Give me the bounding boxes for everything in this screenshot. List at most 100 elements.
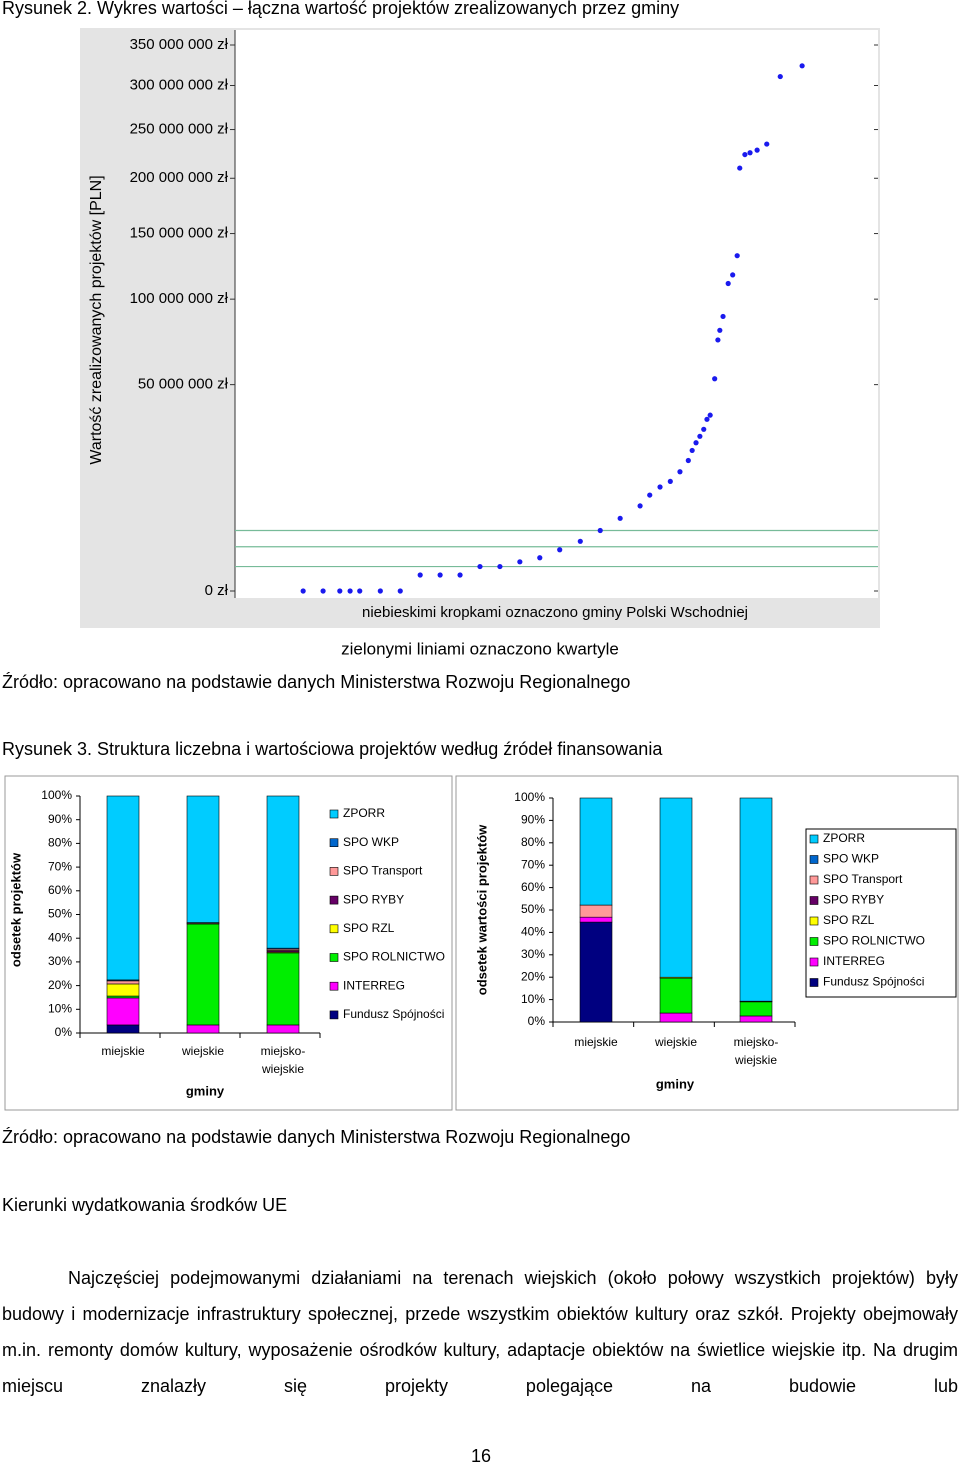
y-axis-label: Wartość zrealizowanych projektów [PLN] bbox=[88, 175, 105, 464]
legend-label: Fundusz Spójności bbox=[343, 1007, 444, 1021]
data-point bbox=[397, 588, 403, 594]
data-point bbox=[557, 547, 563, 553]
bar-segment bbox=[579, 916, 613, 923]
data-point bbox=[647, 492, 653, 498]
data-point bbox=[300, 588, 306, 594]
legend-swatch bbox=[809, 855, 819, 864]
data-point bbox=[777, 73, 783, 80]
figure-caption: Rysunek 3. Struktura liczebna i wartości… bbox=[2, 739, 663, 759]
data-point bbox=[497, 563, 503, 570]
y-tick-label: 50% bbox=[521, 902, 545, 916]
page-number: 16 bbox=[471, 1446, 491, 1465]
data-point bbox=[517, 559, 523, 565]
y-tick-label: 30% bbox=[48, 954, 72, 968]
data-point bbox=[537, 555, 543, 561]
source: Źródło: opracowano na podstawie danych M… bbox=[2, 1127, 630, 1147]
x-axis-label: gminy bbox=[656, 1076, 695, 1091]
y-tick-label: 50 000 000 zł bbox=[138, 376, 229, 393]
data-point bbox=[477, 563, 483, 570]
annotation: zielonymi liniami oznaczono kwartyle bbox=[341, 639, 619, 658]
data-point bbox=[577, 538, 583, 544]
legend-label: SPO ROLNICTWO bbox=[343, 950, 445, 964]
y-tick-label: 20% bbox=[48, 978, 72, 992]
x-tick-label: miejskie bbox=[574, 1035, 618, 1049]
legend-label: SPO RYBY bbox=[823, 893, 884, 907]
data-point bbox=[677, 469, 683, 475]
legend-swatch bbox=[809, 834, 819, 844]
data-point bbox=[707, 412, 713, 418]
y-tick-label: 20% bbox=[521, 969, 545, 983]
data-point bbox=[657, 484, 663, 490]
data-point bbox=[704, 416, 710, 422]
legend-swatch bbox=[329, 809, 339, 819]
data-point bbox=[747, 150, 753, 156]
legend-swatch bbox=[809, 937, 819, 946]
legend-frame bbox=[805, 828, 957, 998]
bar-segment bbox=[266, 952, 300, 1026]
bar-segment bbox=[106, 795, 140, 981]
data-point bbox=[337, 588, 343, 594]
legend-swatch bbox=[809, 957, 819, 967]
y-tick-label: 90% bbox=[521, 813, 545, 827]
bar-segment bbox=[186, 923, 220, 1026]
bar-segment bbox=[106, 1024, 140, 1034]
data-point bbox=[417, 572, 423, 578]
data-point bbox=[667, 478, 673, 485]
data-point bbox=[701, 426, 707, 432]
y-axis-label: odsetek wartości projektów bbox=[474, 824, 489, 995]
data-point bbox=[689, 447, 695, 454]
y-tick-label: 60% bbox=[48, 883, 72, 897]
y-tick-label: 80% bbox=[48, 836, 72, 850]
y-tick-label: 250 000 000 zł bbox=[130, 121, 229, 138]
bar-segment bbox=[186, 795, 220, 923]
bar-segment bbox=[106, 980, 140, 985]
data-point bbox=[637, 503, 643, 509]
bar-segment bbox=[186, 1024, 220, 1034]
legend-label: SPO RZL bbox=[343, 921, 395, 935]
data-point bbox=[685, 457, 691, 464]
y-tick-label: 200 000 000 zł bbox=[130, 169, 229, 186]
annotation: niebieskimi kropkami oznaczono gminy Pol… bbox=[362, 604, 748, 621]
y-tick-label: 10% bbox=[48, 1001, 72, 1015]
legend-label: SPO RZL bbox=[823, 913, 875, 927]
data-point bbox=[764, 141, 770, 147]
chart-frame bbox=[4, 775, 453, 1111]
bar-segment bbox=[739, 797, 773, 1002]
paragraph: Najczęściej podejmowanymi działaniami na… bbox=[2, 1268, 958, 1396]
bar-segment bbox=[659, 977, 693, 1014]
data-point bbox=[597, 527, 603, 534]
source: Źródło: opracowano na podstawie danych M… bbox=[2, 672, 630, 692]
legend-swatch bbox=[809, 875, 819, 885]
bar-segment bbox=[266, 795, 300, 949]
y-tick-label: 100% bbox=[41, 788, 72, 802]
y-tick-label: 100% bbox=[514, 790, 545, 804]
data-point bbox=[617, 515, 623, 521]
y-tick-label: 350 000 000 zł bbox=[130, 36, 229, 53]
bar-segment bbox=[106, 983, 140, 997]
data-point bbox=[697, 433, 703, 439]
y-tick-label: 70% bbox=[48, 859, 72, 873]
bar-segment bbox=[659, 1012, 693, 1023]
data-point bbox=[799, 63, 805, 69]
data-point bbox=[457, 572, 463, 578]
data-point bbox=[725, 280, 731, 287]
legend-swatch bbox=[329, 895, 339, 905]
legend-swatch bbox=[809, 978, 819, 987]
bar-segment bbox=[106, 997, 140, 1026]
y-tick-label: 40% bbox=[521, 925, 545, 939]
y-tick-label: 60% bbox=[521, 880, 545, 894]
legend-swatch bbox=[809, 896, 819, 905]
legend-label: SPO WKP bbox=[823, 852, 879, 866]
data-point bbox=[437, 572, 443, 578]
legend-swatch bbox=[329, 838, 339, 848]
legend-swatch bbox=[329, 1010, 339, 1020]
legend-label: ZPORR bbox=[823, 831, 865, 845]
legend-label: SPO Transport bbox=[343, 864, 423, 878]
figure-caption: Rysunek 2. Wykres wartości – łączna wart… bbox=[2, 0, 679, 18]
bar-segment bbox=[579, 904, 613, 918]
y-tick-label: 10% bbox=[521, 992, 545, 1006]
data-point bbox=[730, 272, 736, 278]
bar-segment bbox=[579, 797, 613, 906]
